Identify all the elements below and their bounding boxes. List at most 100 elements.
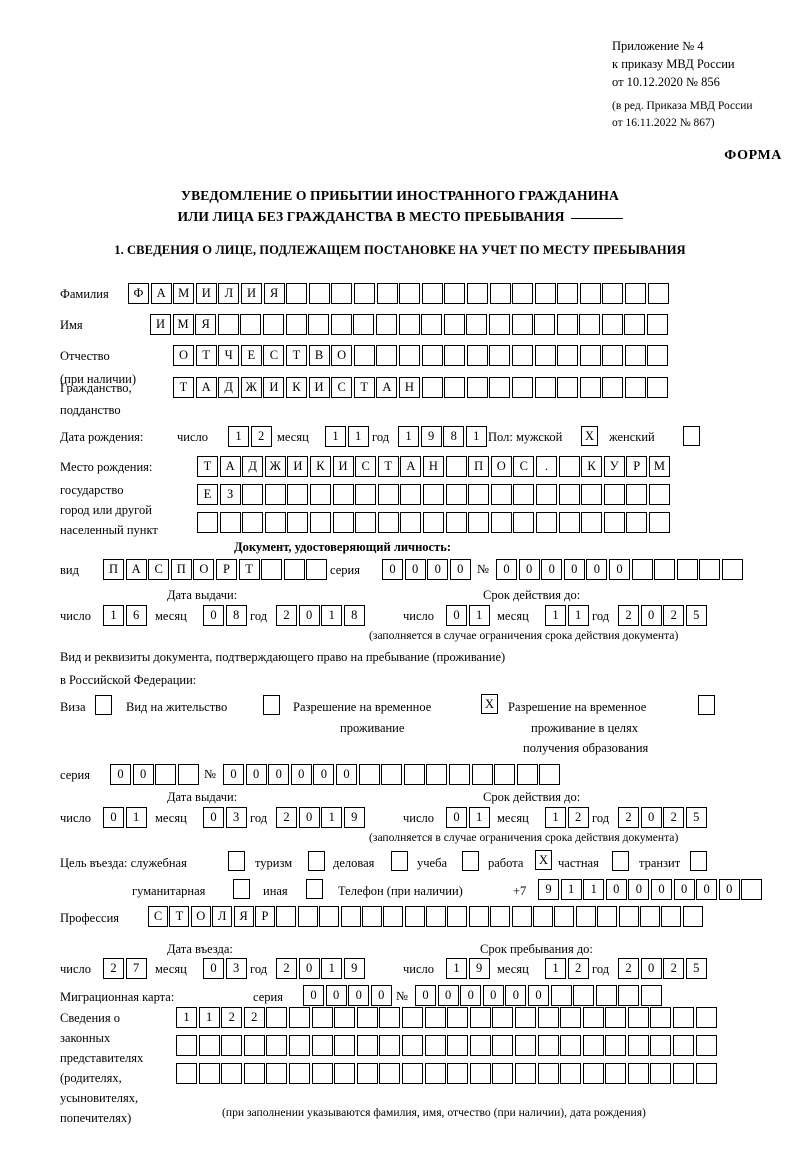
char-cell[interactable]: 0 bbox=[527, 985, 549, 1006]
char-cell[interactable] bbox=[624, 345, 646, 366]
char-cell[interactable] bbox=[375, 314, 397, 335]
char-cell[interactable]: 0 bbox=[696, 879, 718, 900]
char-cell[interactable]: Д bbox=[242, 456, 264, 477]
char-cell[interactable]: 0 bbox=[718, 879, 740, 900]
char-cell[interactable] bbox=[356, 1063, 378, 1084]
char-cell[interactable]: 1 bbox=[103, 605, 124, 626]
char-cell[interactable] bbox=[695, 1035, 717, 1056]
char-cell[interactable]: 2 bbox=[618, 807, 639, 828]
char-cell[interactable]: 0 bbox=[103, 807, 124, 828]
char-cell[interactable] bbox=[447, 1035, 469, 1056]
char-cell[interactable] bbox=[557, 283, 579, 304]
char-cell[interactable] bbox=[650, 1007, 672, 1028]
char-cell[interactable] bbox=[673, 1063, 695, 1084]
char-cell[interactable] bbox=[287, 512, 309, 533]
char-cell[interactable]: 6 bbox=[125, 605, 147, 626]
char-cell[interactable]: 2 bbox=[663, 958, 685, 979]
char-cell[interactable]: 0 bbox=[313, 764, 335, 785]
char-cell[interactable] bbox=[489, 345, 511, 366]
char-cell[interactable] bbox=[535, 512, 557, 533]
char-cell[interactable] bbox=[401, 1007, 423, 1028]
char-cell[interactable] bbox=[511, 314, 533, 335]
char-cell[interactable] bbox=[558, 484, 580, 505]
char-cell[interactable] bbox=[288, 1035, 310, 1056]
char-cell[interactable] bbox=[444, 345, 466, 366]
char-cell[interactable] bbox=[575, 906, 596, 927]
char-cell[interactable]: 2 bbox=[618, 605, 639, 626]
char-cell[interactable] bbox=[155, 764, 177, 785]
char-cell[interactable] bbox=[581, 484, 603, 505]
char-cell[interactable]: О bbox=[490, 456, 512, 477]
char-cell[interactable] bbox=[288, 1007, 310, 1028]
char-cell[interactable]: Т bbox=[377, 456, 399, 477]
char-cell[interactable]: С bbox=[355, 456, 377, 477]
char-cell[interactable]: Е bbox=[197, 484, 218, 505]
char-cell[interactable]: 0 bbox=[370, 985, 392, 1006]
char-cell[interactable]: 9 bbox=[343, 958, 365, 979]
char-cell[interactable] bbox=[534, 283, 556, 304]
char-cell[interactable] bbox=[426, 764, 448, 785]
char-cell[interactable] bbox=[579, 314, 601, 335]
char-cell[interactable]: 0 bbox=[298, 605, 320, 626]
char-cell[interactable]: 5 bbox=[685, 958, 707, 979]
char-cell[interactable]: Ж bbox=[264, 456, 286, 477]
char-cell[interactable] bbox=[469, 1035, 491, 1056]
char-cell[interactable] bbox=[444, 283, 466, 304]
char-cell[interactable]: 2 bbox=[103, 958, 124, 979]
char-cell[interactable]: 0 bbox=[640, 958, 662, 979]
char-cell[interactable] bbox=[469, 1063, 491, 1084]
char-cell[interactable] bbox=[695, 1063, 717, 1084]
char-cell[interactable]: 0 bbox=[460, 985, 482, 1006]
char-cell[interactable] bbox=[262, 314, 284, 335]
char-cell[interactable]: Т bbox=[353, 377, 375, 398]
char-cell[interactable]: И bbox=[332, 456, 354, 477]
char-cell[interactable]: О bbox=[331, 345, 353, 366]
char-cell[interactable]: 2 bbox=[276, 605, 297, 626]
char-cell[interactable] bbox=[447, 906, 468, 927]
char-cell[interactable]: 1 bbox=[545, 807, 566, 828]
char-cell[interactable] bbox=[624, 314, 646, 335]
char-cell[interactable] bbox=[404, 906, 425, 927]
char-cell[interactable] bbox=[398, 345, 420, 366]
purpose-study-checkbox[interactable] bbox=[462, 851, 479, 871]
char-cell[interactable] bbox=[513, 512, 535, 533]
char-cell[interactable]: Н bbox=[398, 377, 420, 398]
char-cell[interactable] bbox=[444, 377, 466, 398]
char-cell[interactable] bbox=[334, 1007, 356, 1028]
char-cell[interactable] bbox=[426, 906, 447, 927]
char-cell[interactable]: 2 bbox=[663, 605, 685, 626]
char-cell[interactable] bbox=[283, 559, 305, 580]
char-cell[interactable] bbox=[560, 1035, 582, 1056]
char-cell[interactable] bbox=[261, 559, 283, 580]
char-cell[interactable] bbox=[511, 345, 533, 366]
char-cell[interactable] bbox=[334, 1063, 356, 1084]
char-cell[interactable] bbox=[376, 345, 398, 366]
char-cell[interactable] bbox=[512, 283, 534, 304]
char-cell[interactable]: 2 bbox=[567, 958, 589, 979]
char-cell[interactable] bbox=[356, 1007, 378, 1028]
char-cell[interactable]: С bbox=[148, 559, 170, 580]
char-cell[interactable] bbox=[573, 985, 595, 1006]
char-cell[interactable]: Я bbox=[263, 283, 285, 304]
char-cell[interactable]: К bbox=[309, 456, 331, 477]
temp-edu-checkbox[interactable] bbox=[698, 695, 715, 715]
char-cell[interactable]: Р bbox=[215, 559, 237, 580]
char-cell[interactable]: 0 bbox=[415, 985, 436, 1006]
char-cell[interactable] bbox=[516, 764, 538, 785]
char-cell[interactable] bbox=[288, 1063, 310, 1084]
char-cell[interactable] bbox=[647, 314, 669, 335]
char-cell[interactable] bbox=[534, 377, 556, 398]
char-cell[interactable] bbox=[605, 1063, 627, 1084]
char-cell[interactable]: 0 bbox=[382, 559, 403, 580]
char-cell[interactable] bbox=[625, 283, 647, 304]
char-cell[interactable]: 0 bbox=[132, 764, 154, 785]
